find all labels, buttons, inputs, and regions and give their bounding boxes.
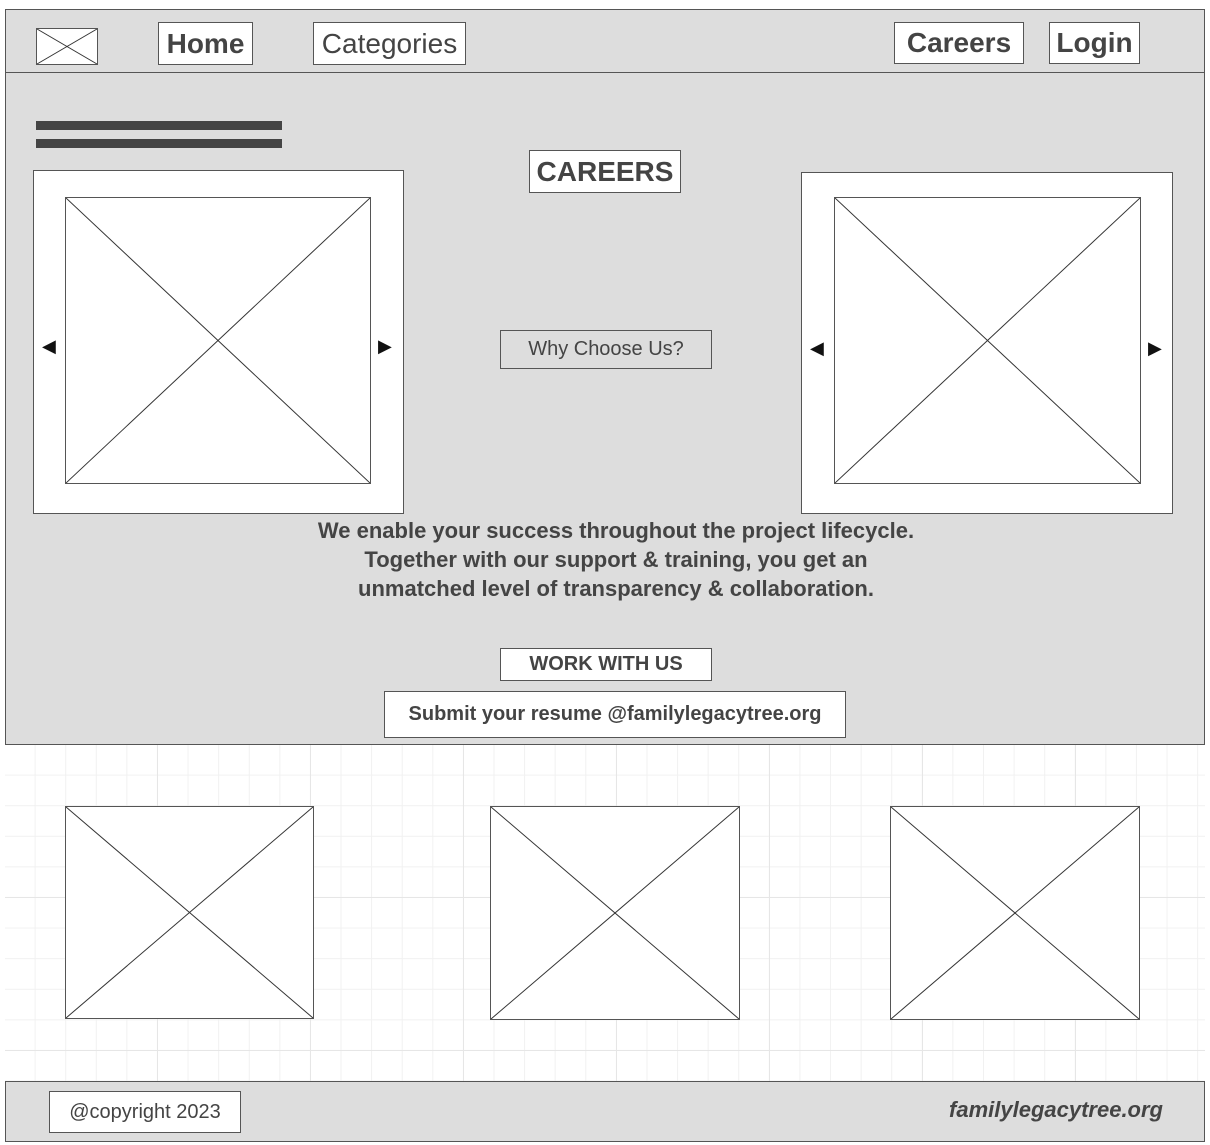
nav-careers-button[interactable]: Careers — [894, 22, 1024, 64]
image-placeholder-icon — [491, 807, 739, 1019]
right-image-carousel: ◀ ▶ — [801, 172, 1173, 514]
nav-login-button[interactable]: Login — [1049, 22, 1140, 64]
why-choose-us-button[interactable]: Why Choose Us? — [500, 330, 712, 369]
left-image-carousel: ◀ ▶ — [33, 170, 404, 514]
nav-categories-button[interactable]: Categories — [313, 22, 466, 65]
hamburger-menu-icon[interactable] — [36, 121, 282, 150]
image-placeholder-icon — [66, 198, 370, 483]
work-with-us-button[interactable]: WORK WITH US — [500, 648, 712, 681]
carousel-next-arrow-icon[interactable]: ▶ — [378, 336, 392, 356]
hero-description: We enable your success throughout the pr… — [317, 518, 915, 601]
nav-home-button[interactable]: Home — [158, 22, 253, 65]
gallery-image-placeholder — [890, 806, 1140, 1020]
image-placeholder-icon — [66, 807, 313, 1018]
page-title: CAREERS — [529, 150, 681, 193]
carousel-next-arrow-icon[interactable]: ▶ — [1148, 338, 1162, 358]
image-placeholder-icon — [37, 29, 97, 64]
left-carousel-image-placeholder — [65, 197, 371, 484]
submit-resume-button[interactable]: Submit your resume @familylegacytree.org — [384, 691, 846, 738]
footer-site-name: familylegacytree.org — [949, 1097, 1163, 1122]
gallery-image-placeholder — [490, 806, 740, 1020]
gallery-image-placeholder — [65, 806, 314, 1019]
image-placeholder-icon — [835, 198, 1140, 483]
image-placeholder-icon — [891, 807, 1139, 1019]
right-carousel-image-placeholder — [834, 197, 1141, 484]
carousel-prev-arrow-icon[interactable]: ◀ — [42, 336, 56, 356]
carousel-prev-arrow-icon[interactable]: ◀ — [810, 338, 824, 358]
copyright-label: @copyright 2023 — [49, 1091, 241, 1133]
logo-image-placeholder[interactable] — [36, 28, 98, 65]
